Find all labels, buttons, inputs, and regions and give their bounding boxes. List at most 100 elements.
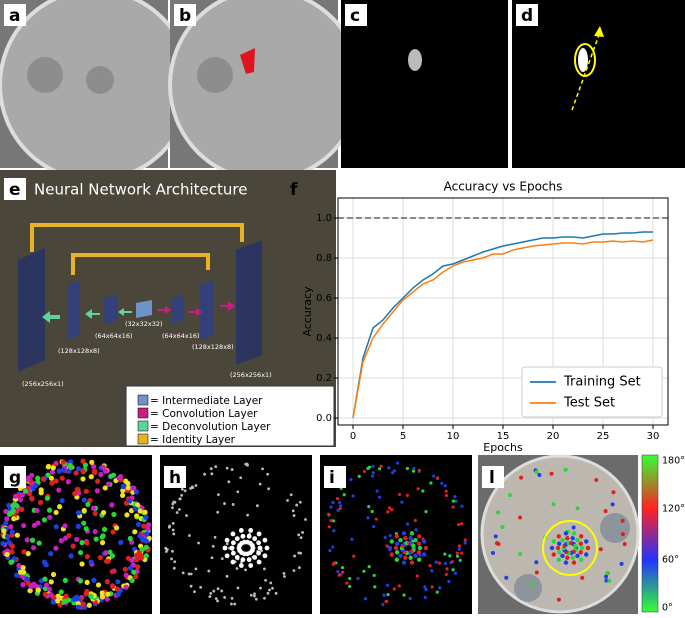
point	[416, 550, 422, 555]
point	[453, 571, 458, 575]
point	[304, 518, 307, 521]
point	[88, 593, 94, 599]
point	[77, 549, 84, 556]
point	[104, 596, 110, 602]
legend-swatch	[137, 420, 149, 432]
point	[57, 504, 63, 510]
point	[139, 536, 145, 542]
point	[208, 595, 212, 599]
point	[120, 488, 126, 494]
point	[88, 474, 94, 480]
point	[297, 533, 301, 537]
point	[370, 509, 374, 514]
point	[434, 560, 438, 564]
point	[120, 483, 127, 490]
image-c	[341, 0, 508, 168]
point	[84, 540, 90, 546]
point	[89, 459, 95, 465]
point	[27, 588, 33, 594]
point	[37, 499, 44, 506]
trajectory-points	[0, 458, 627, 610]
point	[13, 493, 19, 499]
panel-label: f	[290, 180, 298, 200]
point	[56, 468, 62, 474]
point	[88, 559, 94, 565]
point	[225, 574, 229, 578]
point	[123, 572, 129, 578]
point	[216, 587, 220, 591]
point	[604, 574, 609, 579]
point	[389, 539, 394, 544]
point	[143, 553, 150, 559]
point	[424, 587, 428, 592]
point	[264, 545, 270, 551]
point	[256, 550, 262, 556]
point	[177, 508, 181, 511]
point	[171, 502, 175, 506]
point	[575, 553, 580, 559]
point	[62, 523, 68, 529]
point	[429, 481, 433, 485]
point	[134, 552, 140, 558]
point	[332, 561, 336, 565]
point	[575, 537, 580, 543]
point	[20, 565, 26, 571]
point	[217, 493, 220, 497]
point	[443, 561, 448, 566]
point	[571, 531, 577, 536]
point	[493, 534, 498, 539]
point	[585, 545, 591, 551]
point	[271, 586, 274, 590]
point	[327, 525, 331, 529]
point	[74, 536, 80, 543]
point	[137, 508, 143, 514]
point	[0, 540, 6, 547]
point	[16, 562, 22, 569]
point	[563, 467, 568, 472]
point	[412, 466, 416, 471]
point	[9, 529, 15, 535]
x-tick-label: 15	[497, 431, 510, 442]
point	[248, 563, 254, 568]
point	[35, 520, 41, 526]
point	[85, 501, 91, 508]
point	[143, 544, 149, 550]
point	[199, 585, 203, 589]
point	[138, 555, 144, 561]
point	[463, 538, 467, 542]
point	[191, 486, 195, 490]
arrow	[188, 308, 202, 316]
point	[129, 577, 135, 584]
point	[100, 533, 106, 539]
point	[388, 533, 392, 538]
point	[401, 531, 407, 536]
point	[384, 599, 388, 604]
point	[115, 579, 121, 585]
dim-label: (256x256x1)	[230, 371, 272, 379]
segmentation	[240, 48, 255, 74]
point	[385, 583, 390, 587]
point	[135, 521, 142, 527]
point	[59, 475, 65, 481]
point	[20, 582, 26, 588]
point	[175, 511, 179, 514]
point	[99, 594, 106, 600]
point	[83, 526, 89, 532]
label-box	[4, 466, 26, 488]
point	[81, 507, 87, 514]
point	[494, 541, 499, 546]
point	[74, 486, 80, 493]
point	[563, 531, 569, 536]
point	[393, 545, 399, 551]
colorbar-label: 0°	[662, 603, 673, 614]
point	[453, 494, 457, 499]
point	[292, 514, 296, 517]
point	[105, 558, 111, 564]
point	[416, 541, 422, 546]
point	[233, 602, 237, 606]
point	[350, 537, 354, 541]
point	[392, 587, 396, 591]
point	[371, 464, 375, 468]
point	[337, 500, 342, 505]
dim-label: (64x64x16)	[95, 332, 133, 340]
